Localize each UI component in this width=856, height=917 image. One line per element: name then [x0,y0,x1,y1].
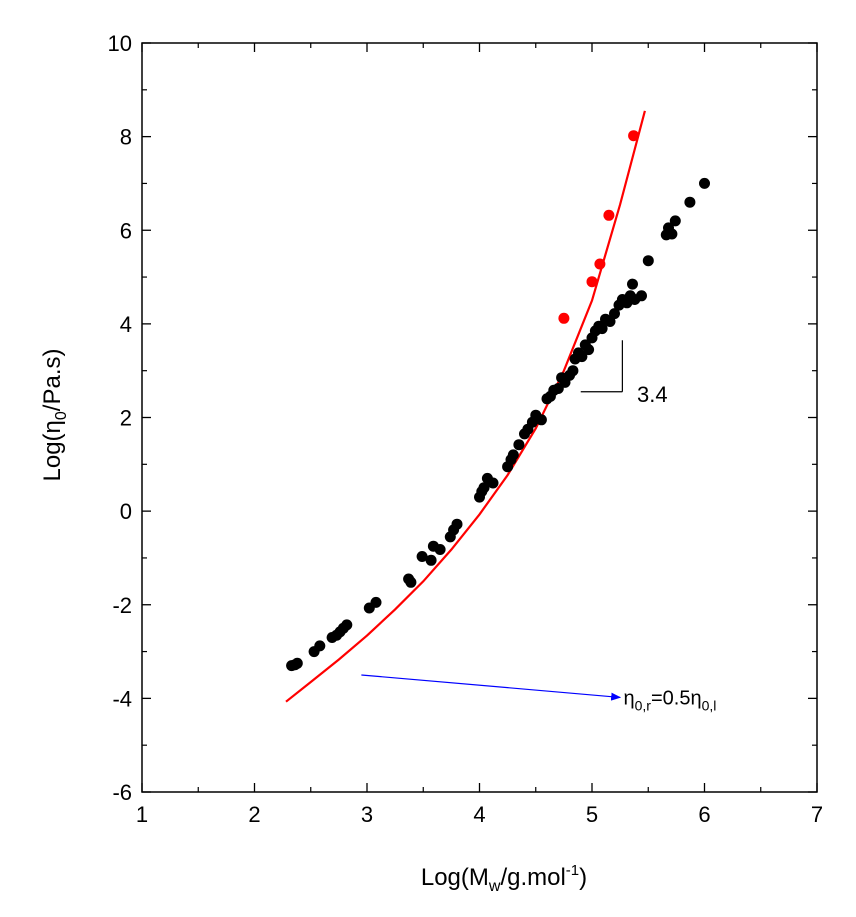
x-tick-label: 6 [698,802,710,827]
black-data-point [451,518,463,530]
black-data-point [576,351,588,363]
y-tick-label: -6 [112,780,132,805]
x-axis-title: Log(Mw/g.mol-1) [421,862,587,895]
x-tick-label: 7 [811,802,823,827]
y-tick-label: 4 [120,312,132,337]
y-tick-label: 6 [120,218,132,243]
plot-frame [141,42,818,793]
black-data-point [425,554,437,566]
y-tick-label: 2 [120,406,132,431]
x-tick-label: 2 [248,802,260,827]
slope-label: 3.4 [637,382,668,407]
black-data-point [434,544,446,555]
y-tick-label: 10 [108,31,132,56]
y-tick-label: 0 [120,499,132,524]
x-tick-label: 3 [361,802,373,827]
annotation-arrow [361,674,622,701]
data-points [286,130,710,672]
black-data-point [583,344,595,356]
red-data-point [594,258,606,270]
ticks: 1 2 3 4 5 6 7 -6 -4 -2 0 2 4 6 8 10 [108,31,824,827]
black-data-point [642,255,654,267]
y-tick-label: -4 [112,686,132,711]
black-data-point [596,323,608,335]
black-data-point [370,596,382,608]
black-data-point [666,228,678,240]
black-data-point [405,576,417,588]
annotations: 3.4 η0,r=0.5η0,l [361,340,716,713]
black-data-point [478,482,490,494]
fit-line-group [285,110,646,703]
axes [141,42,818,793]
black-data-point [314,640,326,652]
black-data-point [567,365,579,377]
black-data-point [684,196,696,208]
black-data-point [535,414,547,426]
black-data-point [507,449,519,461]
x-tick-label: 5 [586,802,598,827]
black-data-point [341,619,353,631]
black-data-point [669,215,681,227]
black-data-point [636,290,647,302]
black-data-point [416,551,428,562]
black-data-point [513,439,525,451]
x-tick-label: 4 [473,802,485,827]
red-data-point [628,130,640,142]
y-axis-title: Log(η0/Pa.s) [39,349,70,482]
fit-line [285,110,646,703]
y-tick-label: -2 [112,593,132,618]
x-tick-label: 1 [136,802,148,827]
black-data-point [609,308,620,320]
red-data-point [586,276,598,288]
red-data-point [603,209,615,221]
arrow-label: η0,r=0.5η0,l [624,687,717,713]
black-data-point [487,477,499,489]
black-data-point [291,657,303,669]
red-data-point [558,312,570,324]
y-tick-label: 8 [120,125,132,150]
black-data-point [699,177,710,189]
black-data-point [627,278,638,290]
